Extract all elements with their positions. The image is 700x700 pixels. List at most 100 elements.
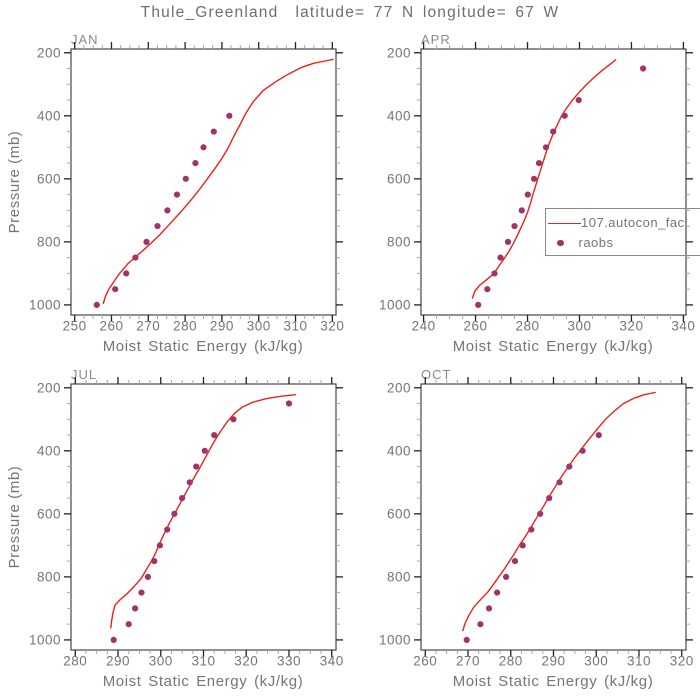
raobs-dot [179, 495, 186, 502]
raobs-dot [144, 573, 151, 580]
y-tick-label: 600 [387, 506, 411, 521]
x-tick-label: 300 [567, 319, 591, 334]
xaxis-title-oct: Moist Static Energy (kJ/kg) [452, 673, 654, 690]
x-tick-label: 320 [670, 654, 694, 669]
x-tick-label: 300 [247, 319, 271, 334]
plot-frame [420, 48, 687, 316]
y-tick-label: 1000 [29, 297, 61, 312]
y-tick-label: 400 [37, 108, 61, 123]
x-tick-label: 300 [584, 654, 608, 669]
x-tick-label: 290 [106, 654, 130, 669]
model-line [102, 58, 334, 304]
raobs-dot [537, 510, 544, 517]
subplot-apr: 240 260 280 300 320 340 200 400 600 800 1000 [379, 42, 695, 334]
model-line [462, 391, 656, 632]
x-tick-label: 270 [136, 319, 160, 334]
raobs-dot [201, 447, 208, 454]
y-tick-label: 400 [37, 443, 61, 458]
raobs-dot [138, 589, 145, 596]
raobs-dot [164, 526, 171, 533]
raobs-dot [463, 636, 470, 643]
raobs-dot [123, 270, 130, 277]
raobs-dot [485, 605, 493, 612]
x-tick-label: 240 [412, 319, 436, 334]
x-tick-label: 280 [516, 319, 540, 334]
axes: 250 260 270 280 290 300 310 320 200 400 600 800 1000 [29, 42, 344, 334]
x-tick-label: 280 [173, 319, 197, 334]
legend-entry-raobs: raobs [546, 233, 614, 253]
raobs-dot [112, 286, 119, 293]
y-tick-label: 400 [387, 443, 411, 458]
raobs-dot [504, 238, 512, 245]
x-tick-label: 310 [283, 319, 307, 334]
x-tick-label: 260 [413, 654, 437, 669]
legend-entry-model: 107.autocon_fac [546, 213, 685, 233]
x-tick-label: 260 [464, 319, 488, 334]
x-tick-label: 290 [210, 319, 234, 334]
y-tick-label: 1000 [29, 632, 61, 647]
x-tick-label: 310 [191, 654, 215, 669]
raobs-dot [475, 301, 482, 308]
panel-title-apr: APR [421, 32, 451, 47]
raobs-dot [125, 621, 132, 628]
plot-frame [420, 383, 687, 651]
raobs-dot [519, 542, 526, 549]
model-line-swatch [548, 222, 581, 224]
raobs-dot [143, 238, 150, 245]
panel-title-jan: JAN [71, 32, 99, 47]
raobs-dot [110, 636, 117, 643]
model-line [471, 59, 617, 299]
raobs-dot [556, 479, 563, 486]
x-tick-label: 260 [99, 319, 123, 334]
raobs-dot [503, 573, 510, 580]
raobs-series [110, 400, 293, 643]
y-tick-label: 600 [37, 171, 61, 186]
axes: 280 290 300 310 320 330 340 200 400 600 800 1000 [29, 377, 343, 669]
raobs-dot [497, 254, 504, 261]
page-title: Thule_Greenland latitude= 77 N longitude… [140, 4, 560, 21]
raobs-series [93, 112, 233, 308]
raobs-dot [518, 207, 525, 214]
plot-frame [70, 383, 337, 651]
raobs-dot [530, 175, 538, 182]
raobs-dot [477, 621, 484, 628]
raobs-dot [579, 447, 586, 454]
raobs-dot [550, 128, 557, 135]
raobs-dot [171, 510, 178, 517]
subplot-jan: 250 260 270 280 290 300 310 320 200 400 600 800 1000 [29, 42, 344, 334]
y-tick-label: 600 [37, 506, 61, 521]
raobs-dot [192, 160, 199, 167]
x-tick-label: 280 [499, 654, 523, 669]
raobs-dot-swatch [557, 239, 564, 247]
raobs-dot [561, 112, 568, 119]
x-tick-label: 300 [149, 654, 173, 669]
raobs-series [475, 65, 647, 308]
raobs-dot [640, 65, 647, 72]
x-tick-label: 270 [456, 654, 480, 669]
y-tick-label: 800 [387, 234, 411, 249]
axes: 260 270 280 290 300 310 320 200 400 600 800 1000 [379, 377, 694, 669]
raobs-dot [151, 558, 158, 565]
raobs-dot [164, 207, 171, 214]
yaxis-title-top: Pressure (mb) [6, 130, 23, 234]
y-tick-label: 200 [37, 380, 61, 395]
raobs-dot [210, 128, 217, 135]
raobs-dot [484, 286, 491, 293]
yaxis-title-bottom: Pressure (mb) [6, 465, 23, 569]
x-tick-label: 310 [627, 654, 651, 669]
raobs-dot [535, 160, 543, 167]
y-tick-label: 200 [37, 45, 61, 60]
xaxis-title-jul: Moist Static Energy (kJ/kg) [102, 673, 304, 690]
x-tick-label: 280 [63, 654, 87, 669]
raobs-dot [494, 589, 501, 596]
x-tick-label: 340 [671, 319, 695, 334]
x-tick-label: 330 [277, 654, 301, 669]
plot-frame [70, 48, 337, 316]
raobs-dot [154, 223, 161, 230]
y-tick-label: 800 [37, 234, 61, 249]
raobs-dot [173, 191, 181, 198]
raobs-dot [226, 112, 233, 119]
raobs-dot [511, 558, 519, 565]
raobs-dot [132, 254, 139, 261]
